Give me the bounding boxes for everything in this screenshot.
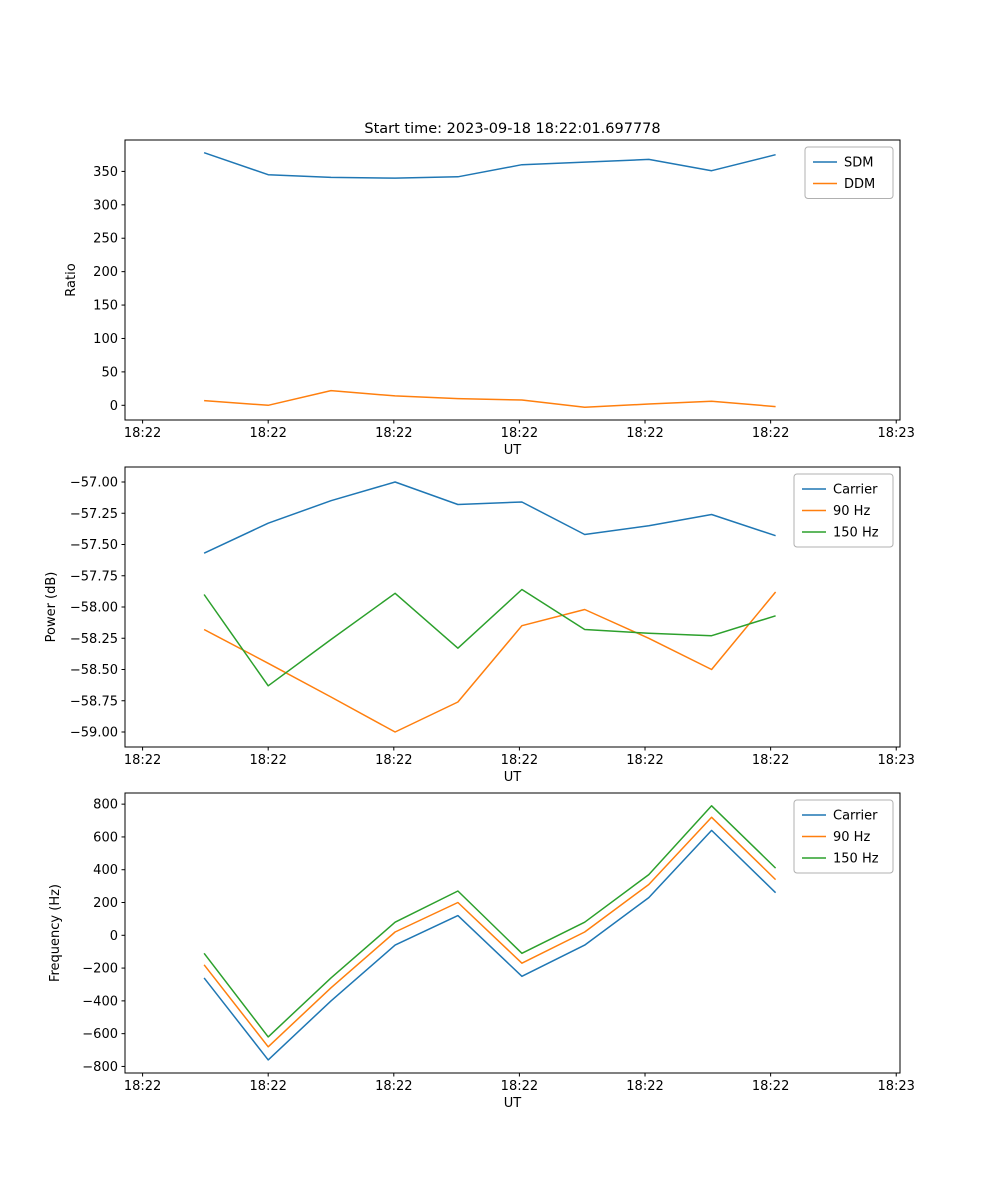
legend-label: 150 Hz: [833, 852, 879, 867]
y-tick-label: −57.00: [70, 476, 118, 491]
y-tick-label: 200: [93, 265, 118, 280]
x-tick-label: 18:22: [124, 426, 161, 441]
y-tick-label: −57.50: [70, 538, 118, 553]
x-tick-label: 18:22: [752, 753, 789, 768]
y-tick-label: −57.25: [70, 507, 118, 522]
y-tick-label: 400: [93, 863, 118, 878]
legend-label: SDM: [844, 156, 873, 171]
x-tick-label: 18:22: [124, 1079, 161, 1094]
y-tick-label: −58.00: [70, 601, 118, 616]
y-tick-label: −600: [82, 1027, 118, 1042]
axes-frame: [124, 139, 901, 421]
legend-box: [793, 799, 894, 874]
legend-label: Carrier: [833, 809, 878, 824]
x-tick-label: 18:22: [249, 426, 286, 441]
x-tick-label: 18:22: [501, 1079, 538, 1094]
y-tick-label: −59.00: [70, 726, 118, 741]
legend-label: DDM: [844, 177, 875, 192]
x-axis: 18:22 18:22 18:22 18:22 18:22 18:22 18:23: [124, 1073, 915, 1094]
y-tick-label: 800: [93, 798, 118, 813]
x-tick-label: 18:22: [626, 753, 663, 768]
y-tick-label: −400: [82, 994, 118, 1009]
x-tick-label: 18:22: [375, 753, 412, 768]
y-axis-label: Frequency (Hz): [48, 884, 63, 982]
y-tick-label: 0: [110, 399, 118, 414]
y-axis: −57.00 −57.25 −57.50 −57.75 −58.00 −58.25 −58.…: [70, 476, 125, 741]
y-tick-label: −800: [82, 1060, 118, 1075]
y-axis-label: Ratio: [64, 263, 79, 296]
y-tick-label: 600: [93, 830, 118, 845]
series-ddm-line: [204, 389, 776, 409]
x-tick-label: 18:22: [375, 1079, 412, 1094]
series-90-hz-line: [203, 591, 777, 733]
x-tick-label: 18:23: [877, 426, 914, 441]
y-tick-label: −58.50: [70, 663, 118, 678]
axes-frame: [124, 792, 901, 1074]
y-axis: −800 −600 −400 −200 0 200 400 600 800: [82, 798, 125, 1075]
x-tick-label: 18:22: [375, 426, 412, 441]
y-tick-label: 0: [110, 929, 118, 944]
x-tick-label: 18:22: [249, 753, 286, 768]
legend-box: [804, 146, 894, 199]
y-tick-label: 300: [93, 198, 118, 213]
series-carrier-line: [203, 481, 776, 554]
series-sdm-line: [203, 151, 776, 179]
series-carrier-line: [203, 829, 777, 1061]
legend-label: 90 Hz: [833, 830, 870, 845]
figure-title: Start time: 2023-09-18 18:22:01.697778: [364, 121, 661, 137]
x-axis-label: UT: [504, 443, 522, 458]
legend: SDM DDM: [804, 146, 894, 199]
x-tick-label: 18:22: [124, 753, 161, 768]
legend-box: [793, 473, 894, 548]
x-tick-label: 18:22: [501, 426, 538, 441]
x-tick-label: 18:22: [249, 1079, 286, 1094]
x-axis-label: UT: [504, 770, 522, 785]
series-150-hz-line: [203, 805, 777, 1038]
y-tick-label: −58.75: [70, 694, 118, 709]
y-tick-label: 100: [93, 332, 118, 347]
x-tick-label: 18:23: [877, 753, 914, 768]
y-tick-label: 150: [93, 299, 118, 314]
y-tick-label: −57.75: [70, 569, 118, 584]
x-axis: 18:22 18:22 18:22 18:22 18:22 18:22 18:23: [124, 420, 915, 441]
y-tick-label: −58.25: [70, 632, 118, 647]
series-150-hz-line: [203, 588, 776, 687]
x-tick-label: 18:22: [626, 426, 663, 441]
x-tick-label: 18:23: [877, 1079, 914, 1094]
y-tick-label: 200: [93, 896, 118, 911]
y-tick-label: 350: [93, 165, 118, 180]
x-axis: 18:22 18:22 18:22 18:22 18:22 18:22 18:23: [124, 747, 915, 768]
legend: Carrier 90 Hz 150 Hz: [793, 473, 894, 548]
series-90-hz-line: [203, 816, 777, 1048]
axes-frame: [124, 466, 901, 748]
chart-1: −57.00 −57.25 −57.50 −57.75 −58.00 −58.25 −58.…: [44, 466, 915, 785]
x-tick-label: 18:22: [626, 1079, 663, 1094]
y-tick-label: 50: [101, 365, 118, 380]
legend: Carrier 90 Hz 150 Hz: [793, 799, 894, 874]
x-axis-label: UT: [504, 1096, 522, 1111]
x-tick-label: 18:22: [501, 753, 538, 768]
x-tick-label: 18:22: [752, 1079, 789, 1094]
legend-label: 150 Hz: [833, 526, 879, 541]
legend-label: 90 Hz: [833, 504, 870, 519]
y-tick-label: 250: [93, 232, 118, 247]
y-axis: 0 50 100 150 200 250 300 350: [93, 165, 125, 414]
x-tick-label: 18:22: [752, 426, 789, 441]
y-axis-label: Power (dB): [44, 572, 59, 643]
legend-label: Carrier: [833, 483, 878, 498]
y-tick-label: −200: [82, 962, 118, 977]
